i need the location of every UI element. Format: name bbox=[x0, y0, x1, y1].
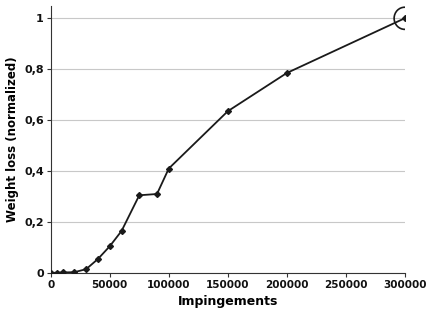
Y-axis label: Weight loss (normalized): Weight loss (normalized) bbox=[6, 57, 19, 222]
X-axis label: Impingements: Impingements bbox=[178, 295, 278, 308]
